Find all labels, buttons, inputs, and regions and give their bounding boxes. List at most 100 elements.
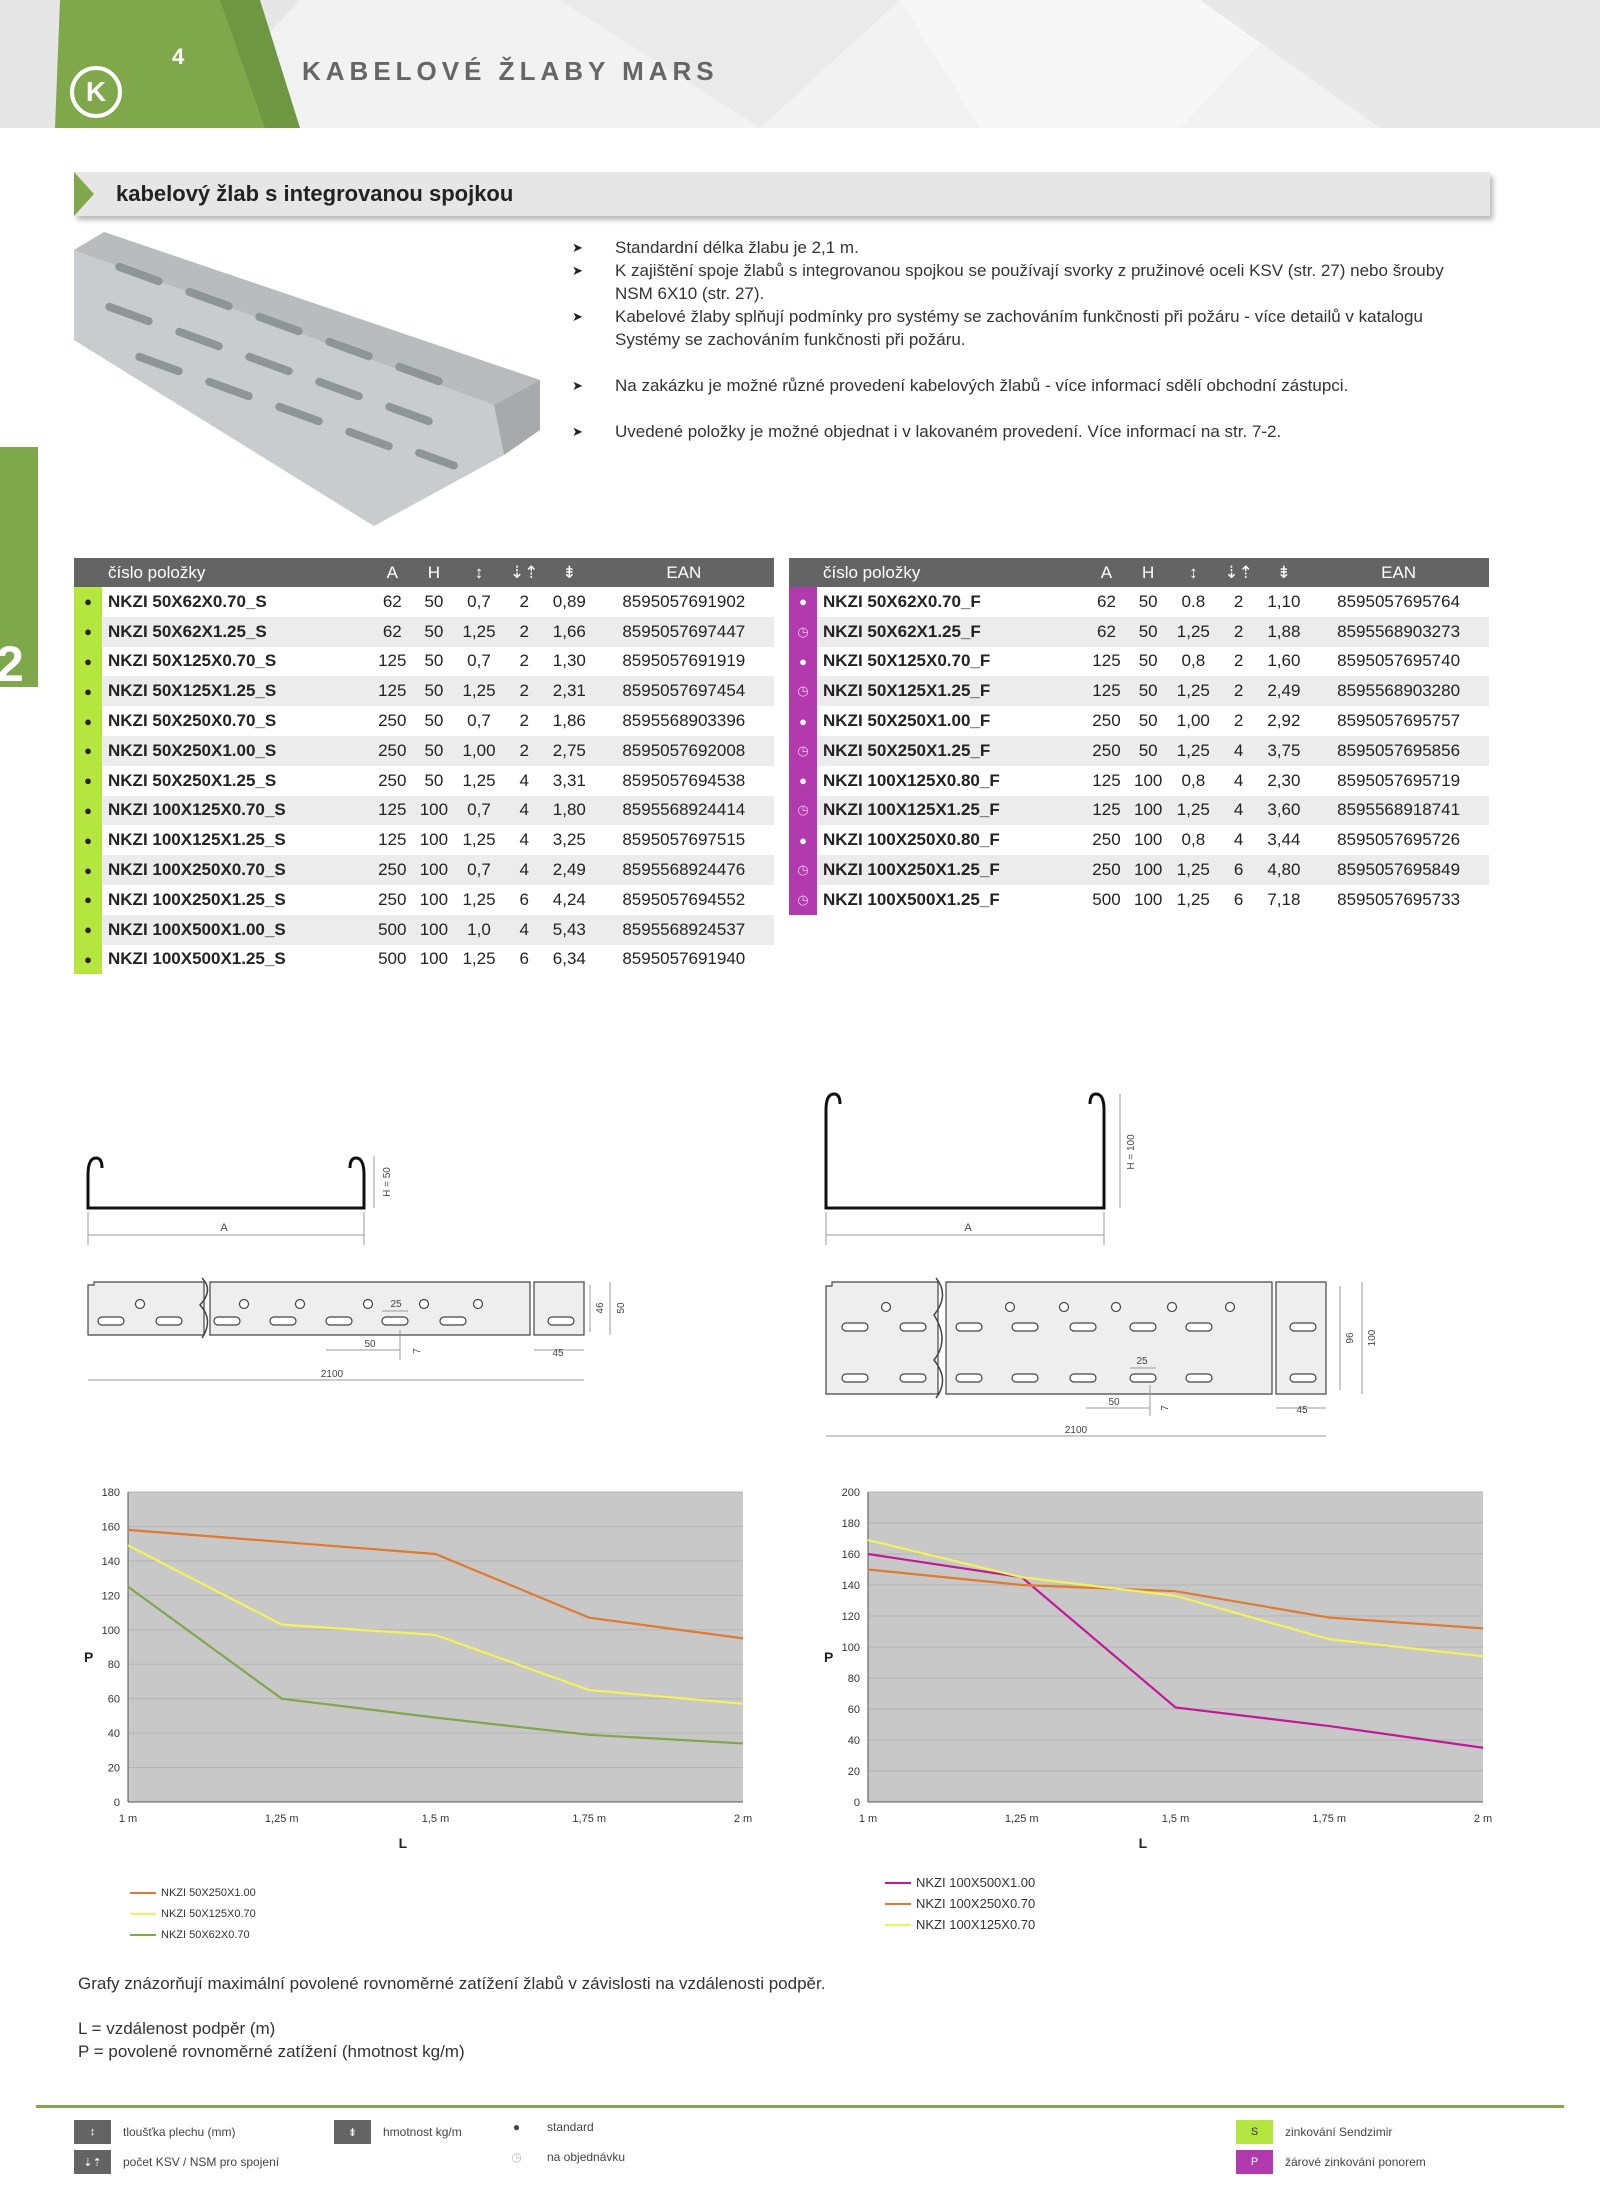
cell-code: NKZI 50X250X0.70_S [108,711,277,731]
standard-dot-icon: ● [74,646,102,677]
y-tick-label: 60 [108,1694,120,1706]
cell-k: 4 [519,830,529,850]
table-header-row: číslo položky A H ↕ ⇣⇡ ⇟ EAN [789,558,1489,587]
cell-A: 125 [1092,800,1121,820]
header-a: A [1085,558,1128,587]
ksv-count-icon: ⇣⇡ [503,558,546,587]
thickness-icon: ↕ [1169,558,1218,587]
clock-icon: ◷ [789,616,817,647]
dim-2100: 2100 [321,1369,344,1380]
cell-H: 50 [424,681,444,701]
cell-H: 100 [419,860,449,880]
cell-t: 0,8 [1181,830,1206,850]
cell-code: NKZI 100X250X0.80_F [823,830,1000,850]
cell-ean: 8595057695764 [1337,591,1461,611]
document-title: KABELOVÉ ŽLABY MARS [302,56,719,86]
header-marker [789,558,817,587]
header-ean: EAN [1308,558,1489,587]
cell-ean: 8595057695856 [1337,740,1461,760]
cell-m: 2,49 [552,860,586,880]
y-axis-label: P [824,1649,833,1665]
table-row: ◷ NKZI 50X250X1.25_F 250 50 1,25 4 3,75 8595057… [789,735,1489,766]
cell-code: NKZI 100X500X1.00_S [108,919,286,939]
cell-A: 62 [382,621,402,641]
cell-code: NKZI 100X125X1.25_S [108,830,286,850]
cell-t: 1,25 [462,830,496,850]
table-row: ◷ NKZI 100X250X1.25_F 250 100 1,25 6 4,80 85950… [789,855,1489,885]
dim-46: 46 [595,1302,606,1314]
cell-A: 500 [378,949,407,969]
dim-50: 50 [364,1339,376,1350]
cell-ean: 8595057691902 [622,591,746,611]
chapter-tab: 2 [0,447,38,692]
table-row: ● NKZI 50X250X1.00_F 250 50 1,00 2 2,92 8595057… [789,706,1489,736]
clock-icon: ◷ [789,884,817,915]
table-header-row: číslo položky A H ↕ ⇣⇡ ⇟ EAN [74,558,774,587]
y-tick-label: 80 [108,1659,120,1671]
cell-H: 100 [1133,830,1163,850]
cell-k: 6 [519,949,529,969]
cell-H: 50 [424,770,444,790]
cell-k: 2 [519,621,529,641]
legend-item: NKZI 50X125X0.70 [130,1903,256,1924]
x-tick-label: 2 m [734,1813,752,1825]
cell-ean: 8595057691940 [622,949,746,969]
cell-m: 1,66 [552,621,586,641]
cell-A: 62 [1097,591,1116,611]
y-tick-label: 20 [848,1766,860,1778]
cell-k: 4 [1233,800,1244,820]
header-code: číslo položky [817,558,1086,587]
cell-k: 4 [1233,740,1244,760]
y-tick-label: 0 [854,1797,860,1809]
section-arrow-icon [74,172,94,216]
cell-k: 2 [1233,681,1244,701]
cell-H: 50 [424,591,444,611]
product-photo [74,230,540,526]
table-row: ● NKZI 100X125X0.80_F 125 100 0,8 4 2,30 859505… [789,765,1489,796]
standard-dot-icon: ● [789,825,817,856]
cell-t: 1,25 [462,949,496,969]
x-tick-label: 1,75 m [572,1813,606,1825]
clock-icon: ◷ [789,795,817,826]
cell-code: NKZI 100X125X0.80_F [823,770,1000,790]
table-row: ● NKZI 50X125X1.25_S 125 50 1,25 2 2,31 8595057… [74,676,774,707]
cell-ean: 8595057695740 [1337,651,1461,671]
cell-m: 3,60 [1267,800,1301,820]
cell-t: 1,25 [1176,860,1210,880]
header-marker [74,558,102,587]
chart-legend-100: NKZI 100X500X1.00 NKZI 100X250X0.70 NKZI 1… [885,1872,1035,1935]
cell-H: 100 [419,830,449,850]
cell-t: 0,8 [1181,770,1206,790]
series-line-3 [867,1538,1484,1658]
cell-A: 250 [378,711,407,731]
cell-ean: 8595057691919 [622,651,746,671]
legend-swatch [130,1891,156,1894]
table-row: ● NKZI 100X125X1.25_S 125 100 1,25 4 3,25 85950… [74,825,774,856]
header-h: H [1127,558,1170,587]
cell-t: 0.8 [1181,591,1206,611]
standard-dot-icon: ● [74,616,102,647]
x-tick-label: 1,75 m [1312,1813,1346,1825]
bullet-arrow-icon: ➤ [572,424,583,439]
cell-k: 2 [519,651,529,671]
cell-t: 0,7 [467,591,491,611]
cell-m: 6,34 [552,949,586,969]
cell-t: 1,25 [1176,800,1210,820]
cell-m: 3,25 [552,830,586,850]
cell-m: 1,88 [1267,621,1301,641]
y-tick-label: 160 [842,1549,860,1561]
cell-H: 50 [1138,681,1158,701]
x-tick-label: 1 m [119,1813,137,1825]
dim-45: 45 [552,1348,564,1359]
y-tick-label: 40 [108,1728,120,1740]
cell-H: 100 [419,800,449,820]
weight-icon: ⇟ [334,2120,371,2144]
standard-dot-icon: ● [74,855,102,885]
legend-swatch [130,1912,156,1915]
cell-A: 125 [1092,651,1121,671]
table-row: ● NKZI 50X125X0.70_F 125 50 0,8 2 1,60 85950576… [789,646,1489,677]
legend-item: NKZI 100X125X0.70 [885,1914,1035,1935]
cell-k: 2 [1233,711,1244,731]
table-row: ● NKZI 100X250X0.80_F 250 100 0,8 4 3,44 859505… [789,825,1489,856]
x-tick-label: 1,25 m [1005,1813,1039,1825]
